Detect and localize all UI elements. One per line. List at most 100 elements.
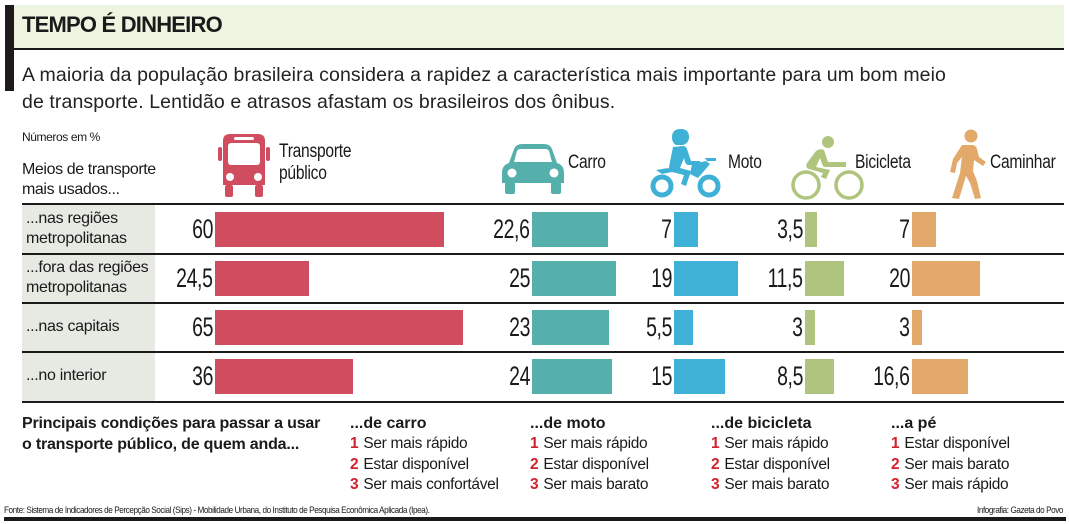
condition-text: Ser mais barato xyxy=(904,455,1010,473)
conditions-group-heading: ...de moto xyxy=(530,415,606,432)
row-label: ...fora das regiões metropolitanas xyxy=(26,258,149,298)
page-title: TEMPO É DINHEIRO xyxy=(22,12,223,37)
rank-number: 2 xyxy=(350,455,359,473)
condition-text: Ser mais rápido xyxy=(363,435,468,452)
bar xyxy=(532,359,612,394)
data-label: 19 xyxy=(651,263,672,293)
row-label-line-2: metropolitanas xyxy=(26,230,127,247)
condition-item: 3 Ser mais confortável xyxy=(350,475,499,496)
subtitle-line-1: A maioria da população brasileira consid… xyxy=(22,64,946,86)
rank-number: 2 xyxy=(891,455,900,473)
condition-text: Ser mais rápido xyxy=(543,435,648,452)
bottom-rule xyxy=(4,517,1066,521)
conditions-group: ...de bicicleta 1 Ser mais rápido 2 Estar di… xyxy=(711,413,830,496)
bar xyxy=(805,261,844,296)
condition-text: Ser mais barato xyxy=(724,476,830,493)
bar xyxy=(215,261,309,296)
condition-text: Estar disponível xyxy=(363,455,469,473)
data-label: 5,5 xyxy=(646,312,672,342)
rank-number: 3 xyxy=(350,476,359,493)
row-label-cell xyxy=(22,205,155,254)
series-label-moto: Moto xyxy=(728,152,762,173)
bar xyxy=(912,261,980,296)
data-label: 36 xyxy=(192,361,213,391)
condition-item: 3 Ser mais barato xyxy=(530,475,649,496)
subtitle-line-2: de transporte. Lentidão e atrasos afasta… xyxy=(22,91,616,113)
data-label: 20 xyxy=(889,263,910,293)
rank-number: 1 xyxy=(530,435,539,452)
data-label: 60 xyxy=(192,214,213,244)
condition-text: Estar disponível xyxy=(904,435,1010,452)
bar xyxy=(805,310,815,345)
data-label: 11,5 xyxy=(768,263,803,293)
row-divider xyxy=(22,351,1064,353)
data-label: 23 xyxy=(509,312,530,342)
condition-text: Ser mais rápido xyxy=(904,476,1009,493)
bar xyxy=(912,212,936,247)
series-label-bicicleta: Bicicleta xyxy=(855,152,911,173)
row-header-line-1: Meios de transporte xyxy=(22,161,156,178)
data-label: 8,5 xyxy=(777,361,803,391)
series-label-carro: Carro xyxy=(568,152,606,173)
condition-item: 1 Ser mais rápido xyxy=(530,434,649,455)
rank-number: 2 xyxy=(530,455,539,473)
conditions-group: ...de moto 1 Ser mais rápido 2 Estar disponí… xyxy=(530,413,649,496)
row-label-line-1: ...nas capitais xyxy=(26,318,120,335)
rank-number: 1 xyxy=(350,435,359,452)
rank-number: 3 xyxy=(711,476,720,493)
source-note: Fonte: Sistema de Indicadores de Percepç… xyxy=(4,505,430,516)
series-label-line-1: Transporte xyxy=(279,141,352,162)
bar xyxy=(532,310,609,345)
condition-text: Estar disponível xyxy=(724,455,830,473)
conditions-group: ...a pé 1 Estar disponível 2 Ser mais barato… xyxy=(891,413,1010,496)
row-label-line-1: ...no interior xyxy=(26,367,107,384)
row-header: Meios de transporte mais usados... xyxy=(22,160,156,200)
units-note: Números em % xyxy=(22,130,100,144)
condition-text: Ser mais barato xyxy=(543,476,649,493)
data-label: 24,5 xyxy=(176,263,214,293)
row-label-line-2: metropolitanas xyxy=(26,279,127,296)
row-divider xyxy=(22,401,1064,403)
bar xyxy=(805,359,834,394)
bar xyxy=(215,359,353,394)
conditions-group-heading: ...de carro xyxy=(350,415,427,432)
data-label: 16,6 xyxy=(873,361,911,391)
bar xyxy=(674,261,738,296)
bar xyxy=(674,359,725,394)
data-label: 7 xyxy=(661,214,673,244)
rank-number: 3 xyxy=(891,476,900,493)
row-divider xyxy=(22,302,1064,304)
condition-item: 2 Estar disponível xyxy=(350,455,499,476)
bar xyxy=(674,212,698,247)
car-icon xyxy=(500,143,566,195)
conditions-group: ...de carro 1 Ser mais rápido 2 Estar dispon… xyxy=(350,413,499,496)
row-label: ...no interior xyxy=(26,366,107,386)
row-label-line-1: ...nas regiões xyxy=(26,210,118,227)
condition-item: 2 Estar disponível xyxy=(711,455,830,476)
row-label-cell xyxy=(22,352,155,401)
conditions-group-heading: ...de bicicleta xyxy=(711,415,812,432)
condition-item: 1 Ser mais rápido xyxy=(350,434,499,455)
bar xyxy=(532,261,616,296)
rank-number: 3 xyxy=(530,476,539,493)
title-band xyxy=(14,5,1064,50)
data-label: 3,5 xyxy=(777,214,803,244)
bar xyxy=(215,212,444,247)
data-label: 15 xyxy=(651,361,672,391)
row-divider xyxy=(22,253,1064,255)
condition-item: 3 Ser mais rápido xyxy=(891,475,1010,496)
data-label: 65 xyxy=(192,312,213,342)
conditions-group-heading: ...a pé xyxy=(891,415,937,432)
condition-text: Ser mais rápido xyxy=(724,435,829,452)
rank-number: 1 xyxy=(891,435,900,452)
data-label: 24 xyxy=(509,361,530,391)
condition-text: Ser mais confortável xyxy=(363,476,499,493)
series-label-transporte-publico: Transporte público xyxy=(279,141,352,185)
conditions-title-line-1: Principais condições para passar a usar xyxy=(22,415,321,432)
row-label-cell xyxy=(22,303,155,352)
bar xyxy=(215,310,463,345)
condition-item: 3 Ser mais barato xyxy=(711,475,830,496)
rank-number: 1 xyxy=(711,435,720,452)
pedestrian-icon xyxy=(945,129,987,201)
condition-item: 1 Ser mais rápido xyxy=(711,434,830,455)
